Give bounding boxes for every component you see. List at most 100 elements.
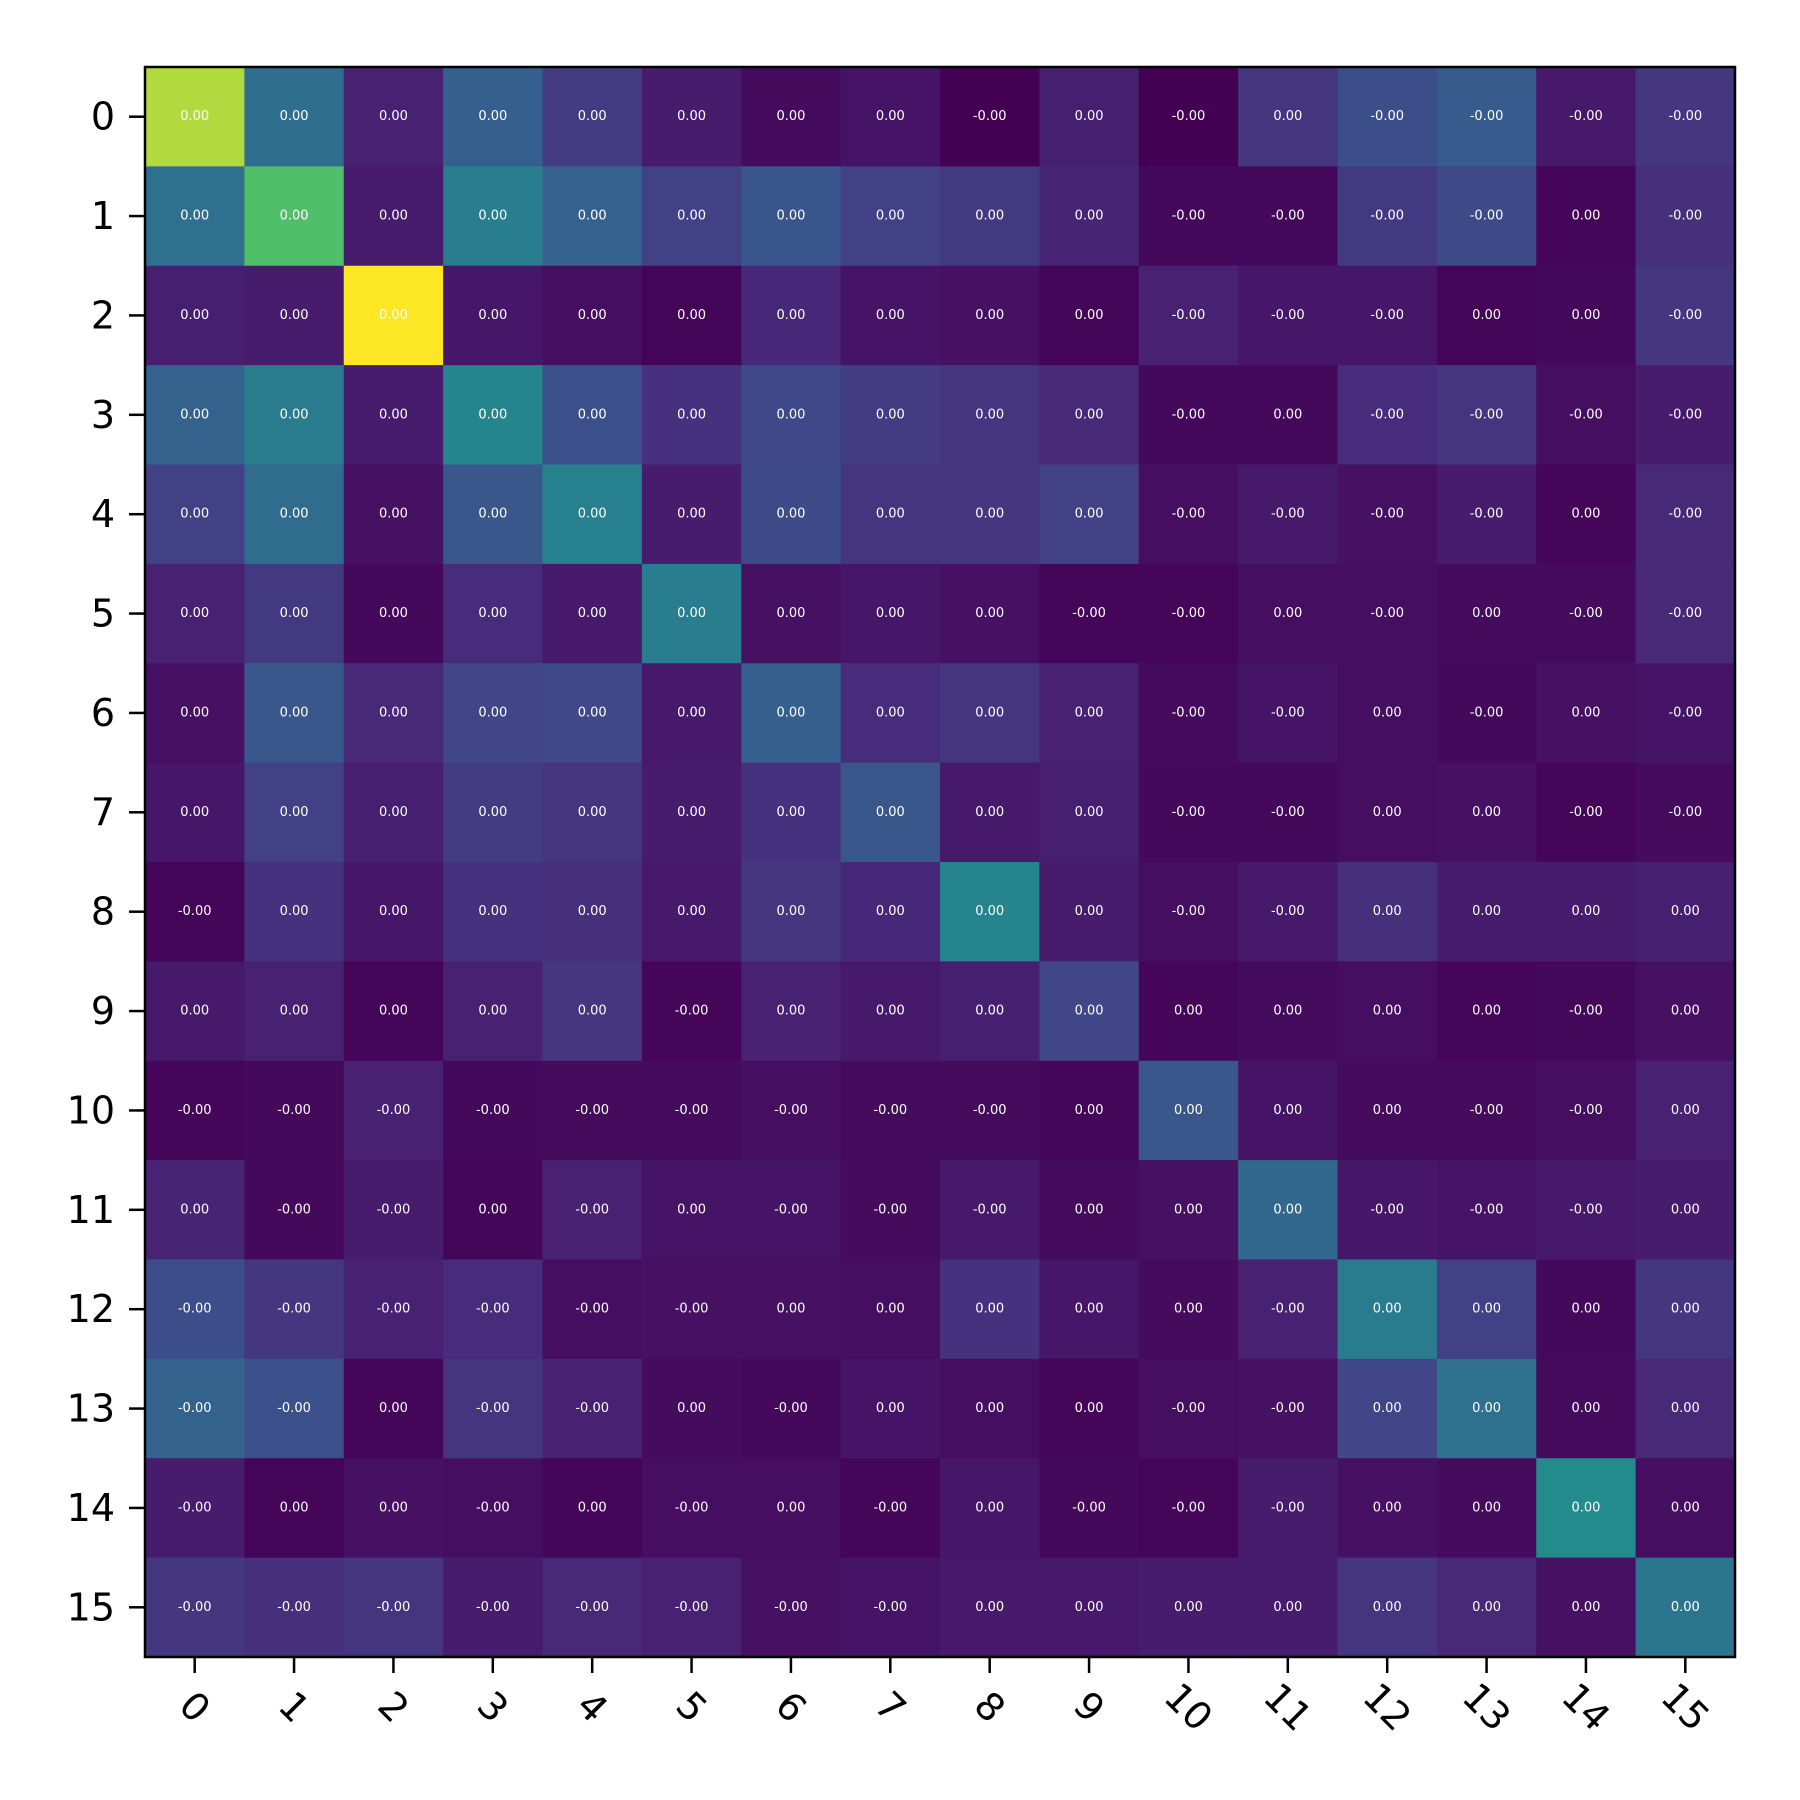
heatmap-cell-4-5 (641, 464, 742, 565)
heatmap-cell-15-3 (443, 1557, 543, 1658)
heatmap-cell-8-8 (940, 862, 1040, 962)
cell-value-label: 0.00 (578, 606, 607, 621)
y-tick-label: 7 (91, 790, 115, 834)
heatmap-cell-14-14 (1536, 1458, 1637, 1559)
cell-value-label: 0.00 (478, 407, 507, 422)
cell-value-label: -0.00 (1172, 1401, 1206, 1416)
heatmap-cell-8-13 (1436, 862, 1537, 962)
plot-frame (143, 65, 1737, 1659)
cell-value-label: 0.00 (1373, 1004, 1402, 1019)
heatmap-cell-9-15 (1635, 961, 1736, 1062)
cell-value-label: -0.00 (277, 1302, 311, 1317)
cell-value-label: -0.00 (873, 1500, 907, 1515)
cell-value-label: -0.00 (1470, 109, 1504, 124)
cell-value-label: 0.00 (478, 606, 507, 621)
cell-value-label: -0.00 (377, 1302, 411, 1317)
cell-value-label: 0.00 (180, 1004, 209, 1019)
y-tick-label: 15 (67, 1585, 115, 1629)
heatmap-cell-0-1 (244, 67, 345, 167)
heatmap-cell-3-1 (244, 365, 345, 465)
heatmap-cell-0-9 (1039, 67, 1140, 167)
cell-value-label: 0.00 (975, 1600, 1004, 1615)
heatmap-cell-9-13 (1436, 961, 1537, 1062)
heatmap-cell-14-5 (641, 1458, 742, 1559)
heatmap-cell-11-9 (1039, 1160, 1140, 1260)
heatmap-cell-3-15 (1635, 365, 1736, 465)
heatmap-cell-9-14 (1536, 961, 1637, 1062)
cell-value-label: -0.00 (1470, 407, 1504, 422)
cell-value-label: -0.00 (675, 1004, 709, 1019)
heatmap-cell-3-14 (1536, 365, 1637, 465)
heatmap-cell-13-4 (542, 1358, 643, 1459)
x-tick-label: 4 (568, 1683, 616, 1731)
heatmap-cell-0-13 (1436, 67, 1537, 167)
cell-value-label: -0.00 (1271, 1500, 1305, 1515)
y-tick-label: 14 (67, 1486, 115, 1530)
heatmap-cell-2-13 (1436, 265, 1537, 366)
heatmap-cell-4-14 (1536, 464, 1637, 565)
cell-value-label: 0.00 (876, 507, 905, 522)
cell-value-label: 0.00 (1075, 805, 1104, 820)
heatmap-cell-10-14 (1536, 1060, 1637, 1161)
cell-value-label: -0.00 (1470, 507, 1504, 522)
heatmap-cell-13-9 (1039, 1358, 1140, 1459)
cell-value-label: -0.00 (178, 1103, 212, 1118)
heatmap-cell-0-10 (1138, 67, 1239, 167)
heatmap-cell-14-15 (1635, 1458, 1736, 1559)
heatmap-cell-14-11 (1238, 1458, 1338, 1559)
heatmap-cell-5-5 (641, 563, 742, 664)
cell-value-label: 0.00 (379, 109, 408, 124)
cell-value-label: -0.00 (476, 1103, 510, 1118)
x-tick-label: 12 (1355, 1674, 1420, 1739)
cell-value-label: 0.00 (180, 805, 209, 820)
heatmap-cell-1-6 (741, 166, 842, 267)
heatmap-cell-10-5 (641, 1060, 742, 1161)
x-tick-label: 5 (667, 1683, 715, 1731)
cell-value-label: 0.00 (776, 308, 805, 323)
heatmap-cell-4-7 (840, 464, 941, 565)
heatmap-cell-11-13 (1436, 1160, 1537, 1260)
cell-value-label: 0.00 (379, 308, 408, 323)
heatmap-cell-13-12 (1337, 1358, 1438, 1459)
heatmap-cell-11-8 (940, 1160, 1040, 1260)
heatmap-cell-11-15 (1635, 1160, 1736, 1260)
cell-value-label: 0.00 (578, 507, 607, 522)
cell-value-label: 0.00 (1373, 805, 1402, 820)
heatmap-cell-6-13 (1436, 663, 1537, 764)
heatmap-cell-8-0 (145, 862, 245, 962)
heatmap-cell-9-8 (940, 961, 1040, 1062)
heatmap-cell-15-11 (1238, 1557, 1338, 1658)
heatmap-cell-1-0 (145, 166, 245, 267)
cell-value-label: -0.00 (1370, 407, 1404, 422)
cell-value-label: -0.00 (1370, 308, 1404, 323)
cell-value-label: -0.00 (1271, 805, 1305, 820)
heatmap-cell-1-13 (1436, 166, 1537, 267)
cell-value-label: 0.00 (677, 407, 706, 422)
heatmap-cell-12-13 (1436, 1259, 1537, 1360)
cell-value-label: -0.00 (1668, 705, 1702, 720)
heatmap-cell-9-7 (840, 961, 941, 1062)
cell-value-label: 0.00 (1075, 1004, 1104, 1019)
cell-value-label: 0.00 (1174, 1004, 1203, 1019)
cell-value-label: 0.00 (1273, 606, 1302, 621)
heatmap-cell-1-2 (343, 166, 444, 267)
cell-value-label: 0.00 (776, 805, 805, 820)
cell-value-label: 0.00 (876, 805, 905, 820)
heatmap-cell-10-0 (145, 1060, 245, 1161)
heatmap-cell-3-8 (940, 365, 1040, 465)
heatmap-cell-3-0 (145, 365, 245, 465)
heatmap-cell-12-3 (443, 1259, 543, 1360)
cell-value-label: 0.00 (876, 209, 905, 224)
heatmap-cell-3-13 (1436, 365, 1537, 465)
heatmap-cell-6-10 (1138, 663, 1239, 764)
cell-value-label: -0.00 (973, 1202, 1007, 1217)
cell-value-label: 0.00 (776, 507, 805, 522)
cell-value-label: -0.00 (873, 1202, 907, 1217)
heatmap-cell-11-12 (1337, 1160, 1438, 1260)
heatmap-cell-11-2 (343, 1160, 444, 1260)
y-tick-label: 5 (91, 592, 115, 636)
heatmap-cell-5-0 (145, 563, 245, 664)
heatmap-cell-4-13 (1436, 464, 1537, 565)
cell-value-label: -0.00 (1271, 308, 1305, 323)
cell-value-label: -0.00 (178, 1500, 212, 1515)
